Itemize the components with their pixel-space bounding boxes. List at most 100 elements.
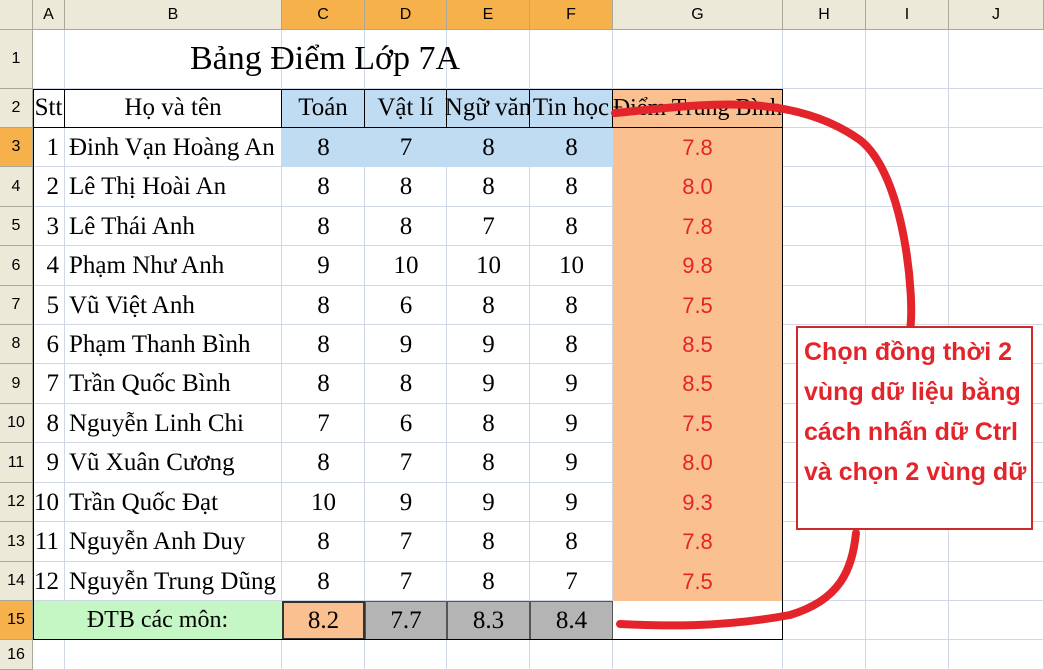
row-header-3[interactable]: 3	[0, 128, 33, 167]
cell-score[interactable]: 8	[399, 370, 413, 397]
cell-score[interactable]: 8	[317, 449, 330, 476]
footer-average[interactable]: 7.7	[365, 601, 447, 640]
column-header-g[interactable]: G	[613, 0, 783, 30]
cell-score[interactable]: 8	[565, 173, 578, 200]
cell-score[interactable]: 9	[565, 488, 578, 516]
cell-stt[interactable]: 4	[46, 252, 60, 279]
cell-name[interactable]: Phạm Như Anh	[69, 252, 225, 279]
cell-score[interactable]: 8	[565, 330, 578, 358]
cell-name[interactable]: Nguyễn Anh Duy	[69, 528, 246, 555]
cell-score[interactable]: 7	[482, 212, 495, 240]
cell-stt[interactable]: 1	[46, 133, 60, 161]
column-header-a[interactable]: A	[33, 0, 65, 30]
row-header-6[interactable]: 6	[0, 246, 33, 286]
column-header-j[interactable]: J	[949, 0, 1044, 30]
cell-name[interactable]: Lê Thị Hoài An	[69, 173, 227, 200]
row-header-16[interactable]: 16	[0, 640, 33, 670]
cell-name[interactable]: Phạm Thanh Bình	[69, 330, 251, 358]
header-avg[interactable]: Điểm Trung Bình	[613, 89, 783, 128]
cell-score[interactable]: 7	[399, 449, 413, 476]
cell-average[interactable]: 8.5	[613, 325, 783, 364]
cell-average[interactable]: 8.0	[613, 443, 783, 483]
select-all-corner[interactable]	[0, 0, 33, 30]
cell-average[interactable]: 8.5	[613, 364, 783, 404]
cell-score[interactable]: 9	[399, 488, 413, 516]
cell-stt[interactable]: 11	[34, 528, 59, 555]
cell-name[interactable]: Lê Thái Anh	[69, 212, 195, 240]
cell-score[interactable]: 9	[565, 409, 578, 437]
cell-score[interactable]: 9	[565, 370, 578, 397]
cell-average[interactable]: 7.5	[613, 404, 783, 443]
column-header-c[interactable]: C	[282, 0, 365, 30]
cell-name[interactable]: Vũ Xuân Cương	[69, 449, 235, 476]
cell-score[interactable]: 10	[393, 252, 419, 279]
cell-score[interactable]: 9	[317, 252, 330, 279]
cell-average[interactable]: 7.8	[613, 522, 783, 562]
row-header-15[interactable]: 15	[0, 601, 33, 640]
row-header-1[interactable]: 1	[0, 30, 33, 89]
cell-name[interactable]: Đinh Vạn Hoàng An	[69, 133, 275, 161]
row-header-14[interactable]: 14	[0, 562, 33, 601]
cell-average[interactable]: 9.8	[613, 246, 783, 286]
cell-score[interactable]: 7	[399, 567, 413, 595]
header-tin-hoc[interactable]: Tin học	[530, 89, 613, 128]
cell-score[interactable]: 9	[399, 330, 413, 358]
footer-average[interactable]: 8.4	[530, 601, 613, 640]
cell-score[interactable]: 8	[565, 528, 578, 555]
cell-average[interactable]: 9.3	[613, 483, 783, 522]
column-header-e[interactable]: E	[447, 0, 530, 30]
cell-score[interactable]: 7	[565, 567, 578, 595]
column-header-f[interactable]: F	[530, 0, 613, 30]
column-header-i[interactable]: I	[866, 0, 949, 30]
cell-score[interactable]: 9	[482, 330, 495, 358]
cell-name[interactable]: Trần Quốc Đạt	[69, 488, 219, 516]
column-header-b[interactable]: B	[65, 0, 282, 30]
cell-score[interactable]: 8	[317, 291, 330, 319]
cell-score[interactable]: 9	[565, 449, 578, 476]
cell-score[interactable]: 8	[317, 567, 330, 595]
cell-score[interactable]: 6	[399, 409, 413, 437]
cell-average[interactable]: 7.8	[613, 207, 783, 246]
cell-score[interactable]: 9	[482, 488, 495, 516]
cell-average[interactable]: 8.0	[613, 167, 783, 207]
row-header-11[interactable]: 11	[0, 443, 33, 483]
row-header-7[interactable]: 7	[0, 286, 33, 325]
row-header-2[interactable]: 2	[0, 89, 33, 128]
cell-name[interactable]: Trần Quốc Bình	[69, 370, 231, 397]
cell-score[interactable]: 8	[482, 528, 495, 555]
cell-score[interactable]: 8	[530, 128, 613, 167]
cell-score[interactable]: 8	[565, 212, 578, 240]
cell-score[interactable]: 10	[559, 252, 584, 279]
cell-score[interactable]: 7	[399, 528, 413, 555]
cell-stt[interactable]: 3	[46, 212, 60, 240]
header-stt[interactable]: Stt	[33, 89, 65, 128]
cell-stt[interactable]: 2	[46, 173, 60, 200]
cell-score[interactable]: 8	[317, 173, 330, 200]
cell-score[interactable]: 8	[282, 128, 365, 167]
cell-score[interactable]: 8	[447, 128, 530, 167]
cell-score[interactable]: 8	[317, 330, 330, 358]
header-ngu-van[interactable]: Ngữ văn	[445, 89, 531, 128]
cell-stt[interactable]: 6	[46, 330, 60, 358]
cell-score[interactable]: 6	[399, 291, 413, 319]
row-header-10[interactable]: 10	[0, 404, 33, 443]
cell-stt[interactable]: 5	[46, 291, 60, 319]
cell-name[interactable]: Nguyễn Linh Chi	[69, 409, 244, 437]
row-header-13[interactable]: 13	[0, 522, 33, 562]
cell-score[interactable]: 9	[482, 370, 495, 397]
cell-score[interactable]: 8	[399, 173, 413, 200]
cell-average[interactable]: 7.8	[613, 128, 783, 167]
header-name[interactable]: Họ và tên	[65, 89, 282, 128]
cell-score[interactable]: 10	[476, 252, 501, 279]
footer-average[interactable]: 8.3	[447, 601, 530, 640]
cell-score[interactable]: 8	[482, 291, 495, 319]
cell-average[interactable]: 7.5	[613, 562, 783, 601]
cell-score[interactable]: 8	[565, 291, 578, 319]
column-header-h[interactable]: H	[783, 0, 866, 30]
cell-stt[interactable]: 10	[34, 488, 59, 516]
cell-stt[interactable]: 12	[34, 567, 59, 595]
cell-score[interactable]: 8	[399, 212, 413, 240]
footer-average[interactable]: 8.2	[282, 601, 365, 640]
cell-score[interactable]: 8	[482, 173, 495, 200]
cell-score[interactable]: 8	[317, 212, 330, 240]
